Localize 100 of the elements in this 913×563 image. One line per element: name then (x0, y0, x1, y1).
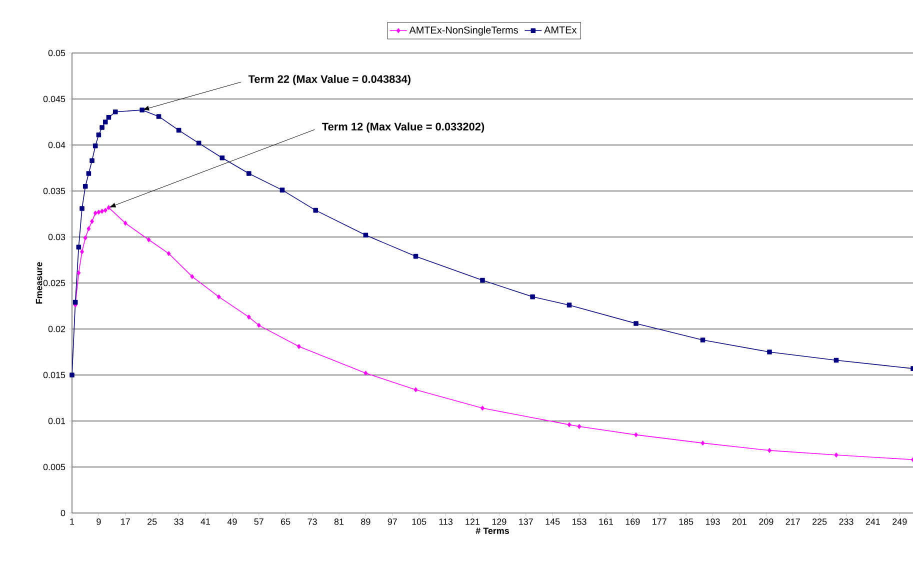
x-tick-label: 145 (546, 518, 560, 525)
x-tick-label: 233 (839, 518, 854, 525)
point (767, 350, 772, 354)
point (363, 232, 368, 238)
point (70, 372, 74, 378)
point (100, 125, 104, 130)
point (92, 144, 98, 148)
x-tick-label: 249 (892, 518, 907, 525)
point (246, 171, 252, 176)
x-tick-label: 169 (626, 518, 640, 525)
y-tick-label: 0.015 (43, 372, 66, 378)
point (700, 338, 706, 342)
point (634, 321, 638, 326)
point (246, 314, 251, 320)
y-tick-label: 0.02 (48, 326, 66, 332)
point (72, 300, 78, 305)
point (196, 140, 202, 146)
point (100, 208, 104, 214)
legend-label: AMTEx-NonSingleTerms (409, 26, 518, 36)
y-tick-label: 0.04 (48, 142, 66, 148)
x-tick-label: 89 (361, 518, 370, 525)
point (256, 322, 261, 328)
point (124, 220, 128, 226)
annotation: Term 12 (Max Value = 0.033202) (322, 122, 484, 133)
x-tick-label: 57 (254, 518, 264, 525)
x-tick-label: 73 (308, 518, 317, 525)
y-tick-label: 0.005 (43, 464, 66, 470)
point (140, 108, 144, 112)
point (156, 114, 162, 119)
annotation: Term 22 (Max Value = 0.043834) (248, 74, 410, 86)
point (834, 358, 839, 363)
point (577, 424, 582, 429)
x-tick-label: 121 (466, 518, 480, 525)
x-tick-label: 217 (786, 518, 800, 525)
point (90, 218, 94, 224)
point (768, 448, 772, 453)
point (106, 115, 112, 120)
point (80, 249, 84, 254)
point (634, 432, 638, 438)
point (313, 208, 318, 213)
x-tick-label: 49 (227, 518, 237, 525)
point (86, 171, 92, 176)
point (106, 205, 111, 210)
x-tick-label: 105 (412, 518, 426, 525)
x-tick-label: 65 (281, 518, 290, 525)
x-tick-label: 25 (148, 518, 157, 525)
x-tick-label: 225 (812, 518, 827, 525)
point (700, 440, 705, 446)
x-tick-label: 137 (519, 518, 533, 525)
point (166, 251, 171, 256)
x-tick-label: 177 (652, 518, 666, 525)
x-tick-label: 161 (599, 518, 614, 525)
point (86, 226, 91, 232)
point (96, 132, 102, 138)
point (82, 184, 88, 189)
x-tick-label: 1 (70, 518, 74, 525)
point (90, 158, 94, 164)
point (112, 109, 118, 114)
point (102, 120, 108, 124)
x-axis-title: # Terms (476, 528, 510, 534)
point (567, 422, 572, 428)
point (146, 237, 151, 242)
point (480, 406, 484, 411)
x-tick-label: 97 (388, 518, 397, 525)
y-axis-title: Fmeasure (36, 262, 42, 304)
y-tick-label: 0.01 (48, 418, 66, 424)
x-tick-label: 201 (732, 518, 747, 525)
point (280, 188, 285, 192)
x-tick-label: 81 (334, 518, 344, 525)
point (176, 128, 182, 133)
point (364, 370, 368, 376)
point (83, 236, 88, 240)
point (530, 294, 535, 300)
y-tick-label: 0.03 (48, 234, 66, 240)
point (297, 344, 301, 349)
x-tick-label: 17 (121, 518, 130, 525)
x-tick-label: 9 (96, 518, 101, 525)
y-tick-label: 0.025 (43, 280, 66, 286)
point (190, 274, 194, 279)
point (103, 208, 108, 213)
x-tick-label: 209 (759, 518, 774, 525)
point (76, 244, 82, 250)
point (76, 270, 81, 276)
point (220, 155, 225, 160)
x-tick-label: 185 (679, 518, 694, 525)
y-tick-label: 0.05 (48, 50, 66, 56)
x-tick-label: 41 (200, 518, 210, 525)
point (80, 206, 84, 211)
x-tick-label: 193 (706, 518, 720, 525)
x-tick-label: 129 (492, 518, 506, 525)
x-tick-label: 113 (439, 518, 453, 525)
y-tick-label: 0.045 (43, 96, 66, 102)
point (414, 387, 418, 392)
y-tick-label: 0.035 (43, 188, 66, 194)
y-tick-label: 0 (60, 510, 66, 516)
point (480, 278, 485, 283)
point (413, 254, 418, 259)
point (93, 210, 98, 216)
x-tick-label: 153 (572, 518, 586, 525)
x-tick-label: 241 (866, 518, 880, 525)
